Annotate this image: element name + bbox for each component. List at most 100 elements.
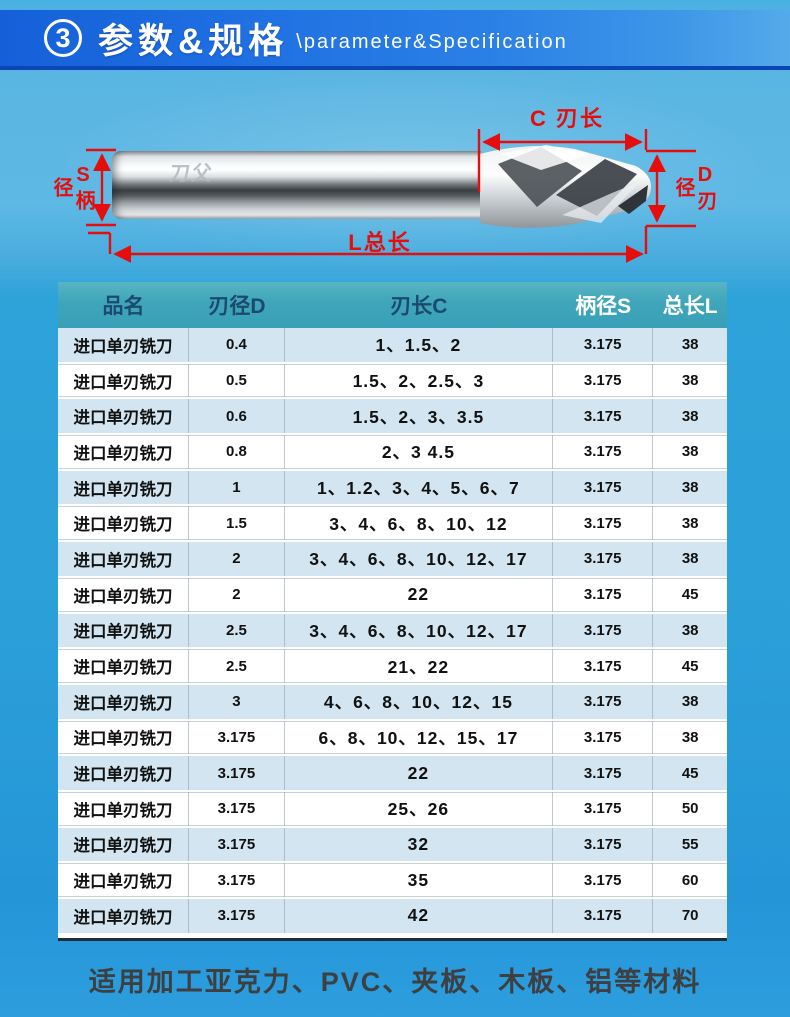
cell-diameter: 1: [189, 470, 285, 505]
cell-product-name: 进口单刃铣刀: [58, 756, 190, 790]
cell-product-name: 进口单刃铣刀: [58, 613, 190, 648]
table-row: 进口单刃铣刀 2.5 3、4、6、8、10、12、17 3.175 38: [58, 613, 727, 650]
c-dimension: [477, 129, 648, 192]
cell-product-name: 进口单刃铣刀: [58, 720, 190, 755]
materials-text: 适用加工亚克力、PVC、夹板、木板、铝等材料: [88, 967, 702, 997]
table-row: 进口单刃铣刀 0.8 2、3 4.5 3.175 38: [58, 435, 727, 471]
cell-flute-length: 2、3 4.5: [285, 435, 554, 469]
dimension-diagram: 刀父: [0, 74, 790, 282]
cell-diameter: 2.5: [189, 649, 285, 683]
header-total-length: 总长L: [662, 295, 718, 318]
cell-total-length: 38: [681, 621, 699, 639]
cell-shank-diameter: 3.175: [553, 756, 654, 790]
cell-shank-diameter: 3.175: [553, 399, 654, 434]
cell-total-length: 38: [681, 407, 699, 425]
cell-shank-diameter: 3.175: [553, 649, 654, 683]
cell-flute-length: 3、4、6、8、10、12、17: [285, 613, 554, 648]
dim-label-flute-length: C 刃长: [529, 106, 604, 131]
banner-subtitle: \parameter&Specification: [296, 30, 568, 53]
cell-product-name: 进口单刃铣刀: [58, 649, 190, 683]
cell-product-name: 进口单刃铣刀: [58, 363, 190, 398]
cell-total-length: 38: [681, 693, 699, 711]
cell-total-length: 45: [681, 657, 699, 675]
cell-flute-length: 6、8、10、12、15、17: [285, 720, 554, 755]
s-dimension: [86, 148, 116, 254]
cell-diameter: 3.175: [189, 756, 285, 790]
section-banner: 3 参数&规格 \parameter&Specification: [0, 10, 790, 70]
table-row: 进口单刃铣刀 0.6 1.5、2、3、3.5 3.175 38: [58, 399, 727, 436]
cell-shank-diameter: 3.175: [553, 720, 654, 755]
cell-flute-length: 1、1.2、3、4、5、6、7: [285, 470, 554, 505]
cell-diameter: 2: [189, 577, 285, 612]
cell-total-length: 55: [681, 835, 699, 853]
cell-shank-diameter: 3.175: [553, 328, 654, 362]
cell-total-length: 38: [681, 514, 699, 532]
table-row: 进口单刃铣刀 3 4、6、8、10、12、15 3.175 38: [58, 684, 727, 721]
cell-total-length: 38: [681, 728, 699, 746]
table-row: 进口单刃铣刀 1.5 3、4、6、8、10、12 3.175 38: [58, 506, 727, 543]
cell-total-length: 50: [681, 800, 699, 818]
cell-total-length: 38: [681, 550, 699, 568]
cell-product-name: 进口单刃铣刀: [58, 684, 190, 719]
cell-product-name: 进口单刃铣刀: [58, 542, 190, 576]
dim-label-total-length: L总长: [348, 230, 412, 255]
table-row: 进口单刃铣刀 3.175 35 3.175 60: [58, 863, 727, 899]
cell-shank-diameter: 3.175: [553, 899, 654, 933]
table-row: 进口单刃铣刀 2 22 3.175 45: [58, 577, 727, 614]
cell-flute-length: 32: [285, 827, 554, 862]
cell-flute-length: 21、22: [285, 649, 554, 683]
cell-shank-diameter: 3.175: [553, 613, 654, 648]
header-product-name: 品名: [102, 295, 145, 318]
cell-product-name: 进口单刃铣刀: [58, 577, 190, 612]
cell-diameter: 0.5: [189, 363, 285, 398]
cell-diameter: 0.6: [189, 399, 285, 434]
cell-shank-diameter: 3.175: [553, 827, 654, 862]
cell-flute-length: 25、26: [285, 791, 554, 826]
cell-product-name: 进口单刃铣刀: [58, 435, 190, 469]
cell-diameter: 3.175: [189, 720, 285, 755]
table-row: 进口单刃铣刀 3.175 6、8、10、12、15、17 3.175 38: [58, 720, 727, 757]
table-row: 进口单刃铣刀 2 3、4、6、8、10、12、17 3.175 38: [58, 542, 727, 578]
cell-flute-length: 1、1.5、2: [285, 328, 554, 362]
cell-product-name: 进口单刃铣刀: [58, 470, 190, 505]
cell-shank-diameter: 3.175: [553, 470, 654, 505]
dimension-lines-graphic: [86, 129, 696, 263]
dim-label-cutting-diameter: D刃径: [672, 164, 716, 214]
cell-flute-length: 3、4、6、8、10、12、17: [285, 542, 554, 576]
table-row: 进口单刃铣刀 0.4 1、1.5、2 3.175 38: [58, 328, 727, 364]
table-header-row: 品名 刃径D 刃长C 柄径S 总长L: [58, 282, 727, 328]
cell-product-name: 进口单刃铣刀: [58, 791, 190, 826]
cell-diameter: 1.5: [189, 506, 285, 541]
table-row: 进口单刃铣刀 2.5 21、22 3.175 45: [58, 649, 727, 685]
header-flute-length: 刃长C: [390, 295, 448, 318]
cell-diameter: 3.175: [189, 863, 285, 897]
cell-product-name: 进口单刃铣刀: [58, 827, 190, 862]
table-body: 进口单刃铣刀 0.4 1、1.5、2 3.175 38 进口单刃铣刀 0.5 1…: [58, 328, 727, 935]
cell-diameter: 2: [189, 542, 285, 576]
cell-product-name: 进口单刃铣刀: [58, 328, 190, 362]
table-row: 进口单刃铣刀 3.175 22 3.175 45: [58, 756, 727, 792]
banner-title: 参数&规格: [98, 21, 289, 61]
cell-total-length: 45: [681, 764, 699, 782]
cell-total-length: 38: [681, 336, 699, 354]
cutter-shank: 刀父: [112, 151, 481, 219]
cell-diameter: 2.5: [189, 613, 285, 648]
flute-graphic: [480, 145, 652, 228]
cell-product-name: 进口单刃铣刀: [58, 399, 190, 434]
cell-product-name: 进口单刃铣刀: [58, 899, 190, 933]
cell-total-length: 38: [681, 479, 699, 497]
header-diameter: 刃径D: [208, 295, 266, 318]
cell-shank-diameter: 3.175: [553, 506, 654, 541]
cell-shank-diameter: 3.175: [553, 542, 654, 576]
cell-total-length: 38: [681, 443, 699, 461]
cell-flute-length: 35: [285, 863, 554, 897]
cell-diameter: 3: [189, 684, 285, 719]
cell-diameter: 3.175: [189, 791, 285, 826]
cell-diameter: 3.175: [189, 899, 285, 933]
table-bottom-gap: [58, 934, 727, 938]
table-row: 进口单刃铣刀 3.175 25、26 3.175 50: [58, 791, 727, 828]
cell-flute-length: 42: [285, 899, 554, 933]
dim-label-shank-diameter: S柄径: [50, 164, 94, 214]
cell-total-length: 60: [681, 871, 699, 889]
